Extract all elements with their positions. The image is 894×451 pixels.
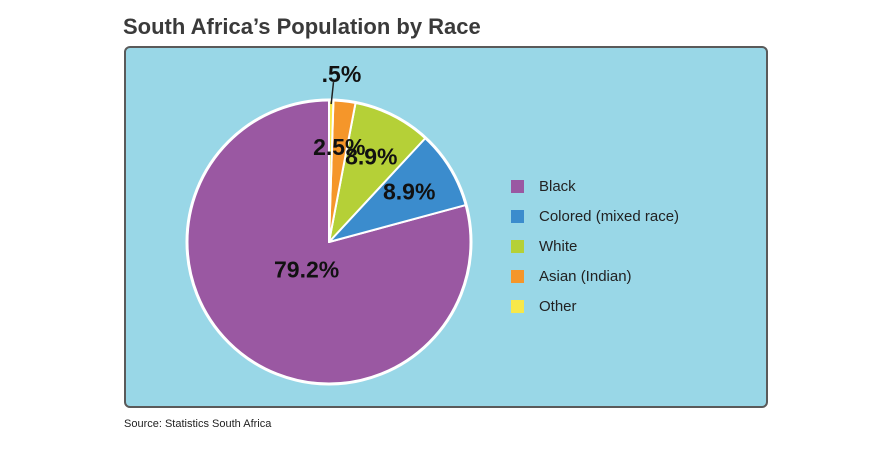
data-label: 8.9% — [345, 143, 397, 169]
legend-item: Asian (Indian) — [511, 261, 679, 291]
data-label: 2.5% — [313, 134, 365, 160]
legend-label: Asian (Indian) — [539, 267, 632, 285]
legend: Black Colored (mixed race) White Asian (Ind… — [511, 171, 679, 321]
source-note: Source: Statistics South Africa — [124, 418, 272, 430]
legend-swatch — [511, 209, 524, 223]
chart-title: South Africa’s Population by Race — [123, 14, 481, 39]
legend-swatch — [511, 239, 524, 253]
legend-item: White — [511, 231, 679, 261]
legend-label: Colored (mixed race) — [539, 207, 680, 225]
legend-swatch — [511, 299, 524, 313]
data-label: .5% — [322, 61, 362, 87]
data-label: 79.2% — [274, 256, 339, 282]
data-label: 8.9% — [383, 179, 435, 205]
legend-label: Black — [539, 177, 576, 195]
chart-panel: 79.2% 8.9% 8.9% 2.5% .5% Black Colored (mixed… — [124, 46, 768, 408]
legend-item: Black — [511, 171, 679, 201]
pie-chart: 79.2%8.9%8.9%2.5%.5% — [185, 61, 473, 386]
leader-line — [330, 81, 335, 105]
legend-swatch — [511, 179, 524, 193]
legend-item: Colored (mixed race) — [511, 201, 679, 231]
legend-label: Other — [539, 297, 577, 315]
legend-item: Other — [511, 291, 679, 321]
legend-label: White — [539, 237, 578, 255]
pie-outline — [185, 98, 473, 386]
legend-swatch — [511, 269, 524, 283]
